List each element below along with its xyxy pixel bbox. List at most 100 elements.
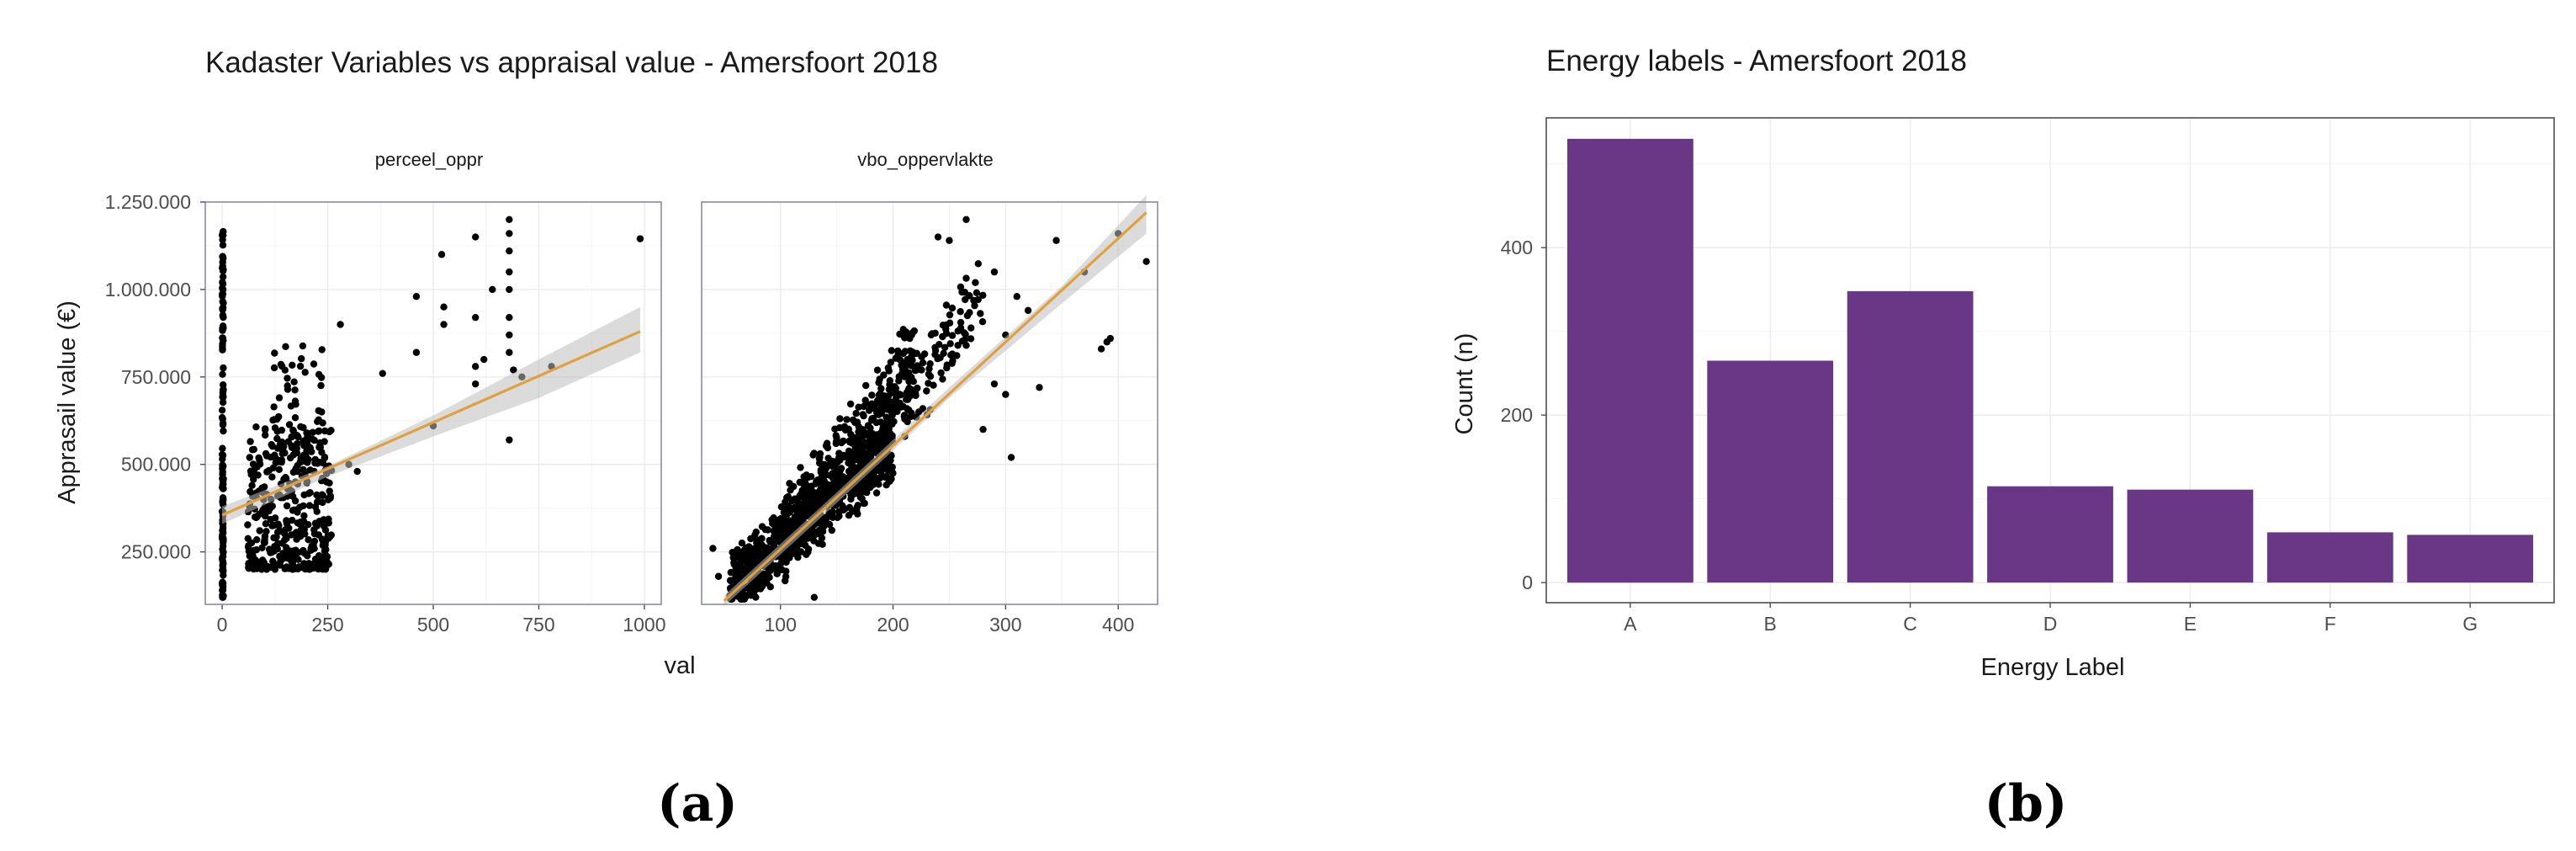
scatter-point: [864, 482, 872, 490]
scatter-point: [941, 343, 949, 351]
scatter-point: [249, 460, 257, 468]
scatter-point: [220, 337, 227, 344]
scatter-point: [289, 361, 296, 369]
scatter-point: [803, 471, 810, 479]
scatter-point: [258, 556, 267, 564]
x-tick-label: 500: [417, 614, 449, 636]
scatter-point: [990, 380, 999, 388]
y-tick-label: 250.000: [121, 541, 191, 563]
trend-line: [723, 211, 1148, 603]
scatter-point: [1036, 384, 1043, 391]
scatter-point: [471, 233, 480, 241]
scatter-point: [219, 482, 226, 491]
scatter-point: [862, 429, 870, 437]
scatter-point: [282, 474, 289, 481]
scatter-point: [967, 335, 975, 343]
scatter-title: Kadaster Variables vs appraisal value - …: [205, 46, 938, 79]
scatter-point: [803, 550, 810, 558]
scatter-point: [792, 503, 800, 511]
scatter-point: [847, 495, 855, 503]
scatter-point: [300, 512, 308, 519]
scatter-point: [939, 375, 946, 383]
scatter-point: [220, 560, 227, 567]
scatter-point: [219, 242, 227, 249]
scatter-point: [636, 235, 644, 242]
scatter-point: [275, 394, 284, 402]
scatter-point: [247, 471, 255, 478]
scatter-point: [738, 540, 746, 547]
scatter-point: [279, 550, 287, 557]
scatter-point: [865, 438, 872, 446]
scatter-point: [288, 531, 295, 539]
scatter-point: [220, 364, 227, 372]
scatter-point: [896, 399, 904, 407]
scatter-point: [305, 429, 313, 438]
scatter-point: [253, 565, 261, 572]
scatter-point: [777, 503, 786, 511]
scatter-point: [803, 530, 811, 538]
scatter-point: [219, 273, 227, 281]
scatter-point: [299, 342, 307, 350]
scatter-point: [877, 409, 885, 418]
scatter-point: [839, 474, 846, 482]
scatter-point: [857, 451, 865, 459]
scatter-point: [292, 546, 299, 554]
scatter-point: [270, 403, 278, 411]
scatter-point: [258, 544, 266, 551]
x-tick-label: 100: [764, 614, 796, 636]
scatter-point: [758, 541, 766, 549]
scatter-point: [856, 425, 864, 433]
scatter-point: [845, 512, 853, 519]
scatter-point: [973, 289, 981, 296]
scatter-point: [802, 541, 809, 550]
scatter-point: [867, 433, 876, 440]
scatter-point: [835, 508, 843, 515]
scatter-point: [304, 459, 311, 466]
scatter-point: [219, 475, 226, 482]
scatter-point: [489, 285, 496, 294]
scatter-point: [841, 505, 849, 513]
scatter-point: [471, 363, 480, 370]
scatter-point: [817, 498, 824, 506]
scatter-point: [974, 260, 983, 268]
scatter-point: [379, 370, 386, 377]
bar-d: [1987, 486, 2113, 583]
scatter-point: [729, 549, 736, 556]
scatter-point: [953, 352, 961, 359]
scatter-point: [860, 402, 867, 411]
scatter-point: [268, 473, 276, 481]
facet-panel-perceel: 0 250 500 750 1000: [204, 201, 666, 636]
bar-x-tick-label: G: [2462, 613, 2478, 635]
scatter-point: [219, 527, 226, 535]
scatter-point: [272, 514, 279, 522]
scatter-point: [290, 506, 299, 513]
scatter-point: [904, 418, 911, 426]
scatter-point: [872, 445, 880, 453]
scatter-point: [305, 536, 312, 544]
scatter-point: [220, 324, 227, 332]
scatter-point: [254, 471, 262, 479]
scatter-point: [862, 381, 870, 390]
scatter-point: [931, 351, 939, 359]
scatter-point: [856, 487, 864, 495]
bar-x-tick-label: C: [1903, 613, 1917, 635]
scatter-point: [1097, 345, 1105, 353]
scatter-point: [808, 497, 815, 505]
scatter-point: [745, 543, 753, 550]
scatter-point: [817, 466, 824, 474]
scatter-point: [294, 439, 301, 448]
scatter-point: [219, 311, 227, 319]
scatter-point: [883, 396, 891, 404]
scatter-point: [961, 289, 969, 296]
scatter-point: [262, 566, 271, 573]
facet-strip-perceel: perceel_oppr: [375, 149, 483, 170]
scatter-point: [319, 492, 327, 499]
scatter-point: [310, 526, 318, 534]
scatter-point: [867, 424, 874, 432]
scatter-point: [978, 318, 987, 326]
scatter-point: [858, 495, 866, 503]
scatter-point: [972, 279, 979, 286]
scatter-point: [899, 372, 907, 380]
scatter-point: [506, 348, 513, 356]
scatter-point: [742, 593, 750, 600]
